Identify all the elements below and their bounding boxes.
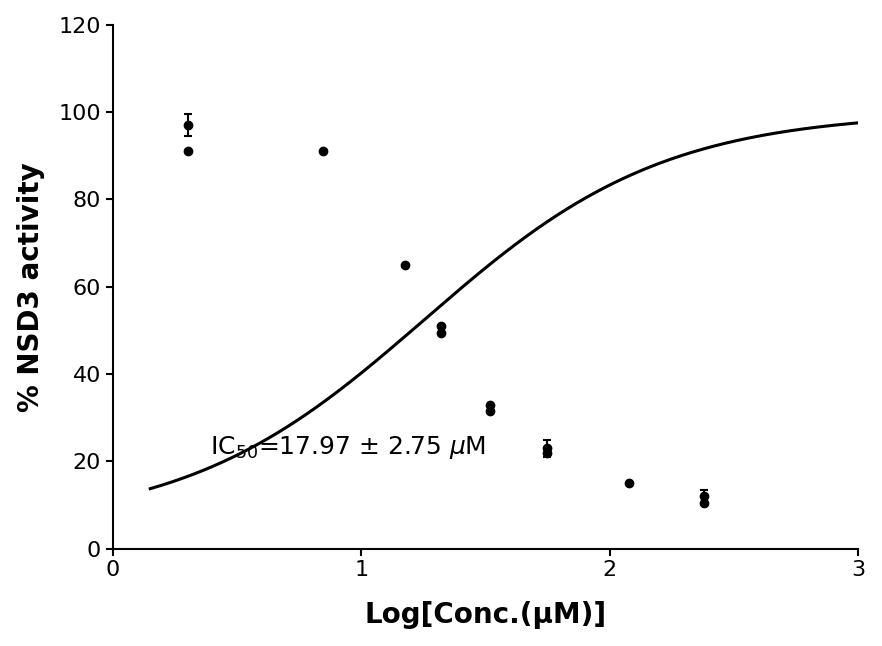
Text: IC$_{50}$=17.97 $\pm$ 2.75 $\mu$M: IC$_{50}$=17.97 $\pm$ 2.75 $\mu$M <box>210 434 486 461</box>
X-axis label: Log[Conc.(μM)]: Log[Conc.(μM)] <box>364 601 607 629</box>
Y-axis label: % NSD3 activity: % NSD3 activity <box>17 162 45 412</box>
